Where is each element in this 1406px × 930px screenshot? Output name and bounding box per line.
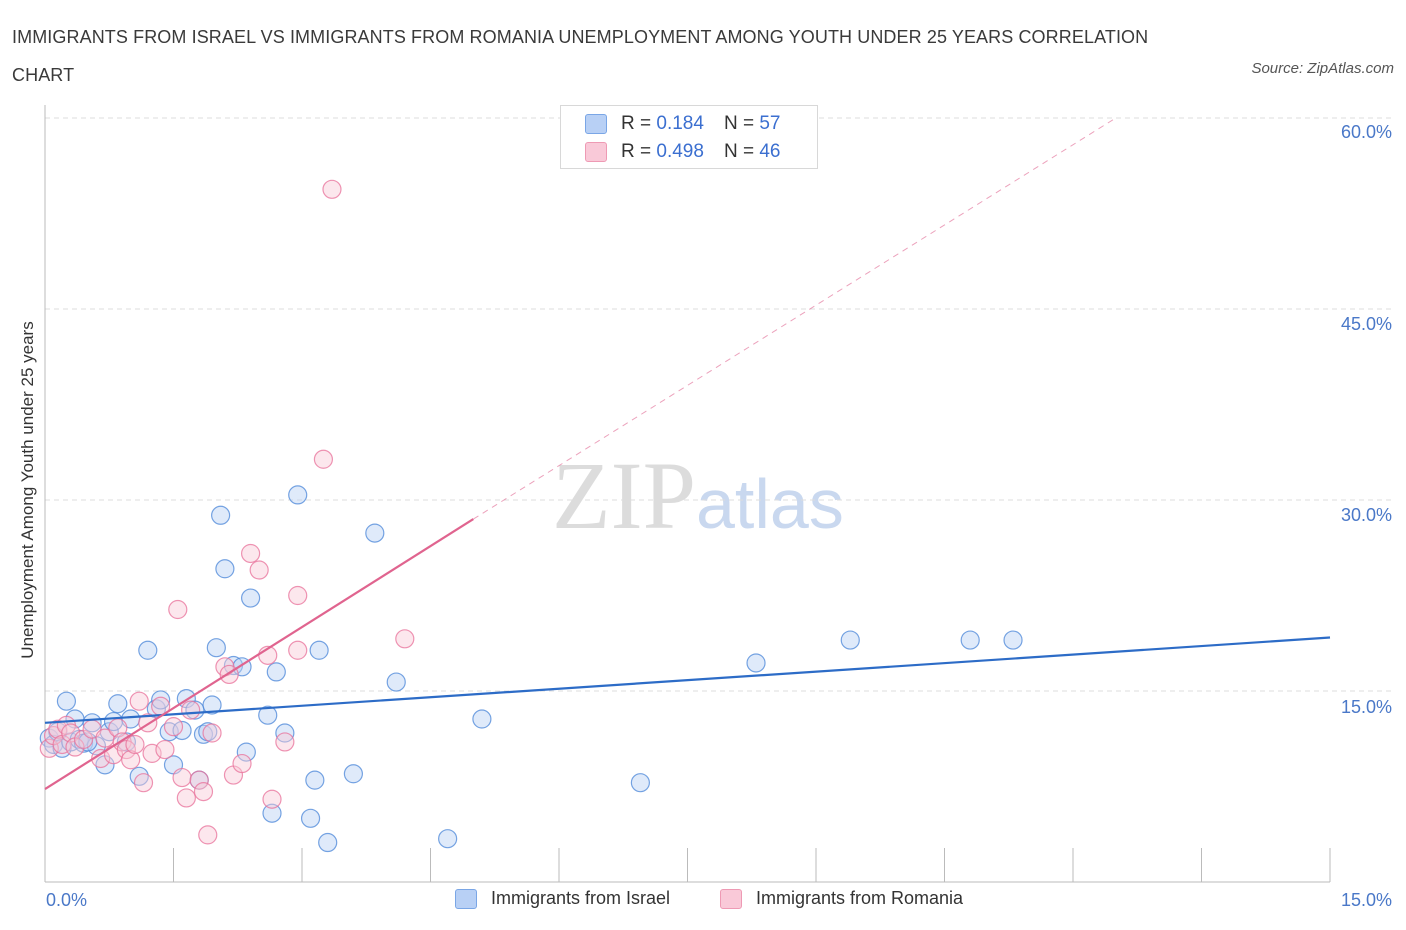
point-israel xyxy=(746,653,766,673)
bottom-legend-label-romania: Immigrants from Romania xyxy=(756,888,964,908)
point-romania xyxy=(129,691,149,711)
point-israel xyxy=(288,485,308,505)
point-romania xyxy=(288,585,308,606)
point-romania xyxy=(181,700,201,720)
legend-n-israel: 57 xyxy=(759,113,781,134)
point-romania xyxy=(262,789,282,809)
y-tick-label-45: 45.0% xyxy=(1340,314,1392,334)
point-romania xyxy=(275,732,295,752)
chart-title: IMMIGRANTS FROM ISRAEL VS IMMIGRANTS FRO… xyxy=(12,27,1149,85)
legend-r-israel: 0.184 xyxy=(656,113,704,134)
point-israel xyxy=(241,588,261,608)
bottom-legend-label-israel: Immigrants from Israel xyxy=(491,888,671,908)
trendline-romania-extension xyxy=(473,117,1117,520)
point-israel xyxy=(365,523,385,543)
y-axis-label: Unemployment Among Youth under 25 years xyxy=(18,321,37,659)
point-romania xyxy=(172,767,192,788)
point-israel xyxy=(438,829,458,849)
point-romania xyxy=(155,739,175,760)
trendline-israel xyxy=(44,636,1331,724)
legend-n-label-romania: N = xyxy=(723,141,755,162)
legend-r-label-israel: R = xyxy=(621,113,652,134)
point-israel xyxy=(262,803,282,823)
y-tick-label-60: 60.0% xyxy=(1340,122,1392,142)
point-romania xyxy=(395,629,415,649)
point-israel xyxy=(151,690,171,710)
point-romania xyxy=(168,599,188,620)
x-tick-label-min: 0.0% xyxy=(46,890,88,910)
point-israel xyxy=(343,764,363,784)
point-romania xyxy=(121,750,141,770)
point-romania xyxy=(142,743,162,763)
point-israel xyxy=(472,709,492,729)
legend-r-label-romania: R = xyxy=(621,141,652,162)
point-romania xyxy=(193,781,214,802)
bottom-legend-swatch-israel xyxy=(455,888,477,909)
point-romania xyxy=(288,640,308,660)
correlation-legend: R = 0.184 N = 57 R = 0.498 N = 46 xyxy=(560,105,818,169)
legend-swatch-romania xyxy=(585,142,607,162)
point-romania xyxy=(198,825,218,845)
point-israel xyxy=(630,773,650,793)
point-israel xyxy=(318,832,338,853)
point-romania xyxy=(176,788,196,808)
legend-row-israel: R = 0.184 N = 57 xyxy=(585,112,780,136)
legend-row-romania: R = 0.498 N = 46 xyxy=(585,140,780,164)
point-israel xyxy=(206,638,226,658)
point-israel xyxy=(266,662,286,682)
source-label: Source: ZipAtlas.com xyxy=(1251,60,1394,77)
point-israel xyxy=(305,770,325,790)
point-romania xyxy=(232,753,252,774)
point-israel xyxy=(211,505,231,525)
trendline-romania xyxy=(44,518,474,790)
point-romania xyxy=(163,717,184,737)
point-romania xyxy=(313,449,334,469)
point-israel xyxy=(309,640,329,660)
legend-n-label-israel: N = xyxy=(723,113,755,134)
point-israel xyxy=(386,672,406,692)
bottom-legend-romania: Immigrants from Romania xyxy=(720,888,963,909)
point-israel xyxy=(138,640,158,660)
point-israel xyxy=(258,705,278,725)
watermark-zip: ZIP xyxy=(552,442,696,549)
point-romania xyxy=(39,738,59,758)
legend-swatch-israel xyxy=(585,114,607,134)
point-israel xyxy=(300,808,321,828)
legend-r-romania: 0.498 xyxy=(656,141,704,162)
point-romania xyxy=(189,770,209,790)
point-romania xyxy=(241,543,261,564)
point-romania xyxy=(133,773,154,793)
point-israel xyxy=(202,695,222,715)
point-romania xyxy=(202,723,222,743)
point-israel xyxy=(840,630,860,650)
y-tick-label-15: 15.0% xyxy=(1340,697,1392,717)
legend-n-romania: 46 xyxy=(759,141,781,162)
bottom-legend-israel: Immigrants from Israel xyxy=(455,888,670,909)
bottom-legend-swatch-romania xyxy=(720,888,742,909)
point-romania xyxy=(322,179,342,199)
point-israel xyxy=(215,559,235,579)
y-tick-label-30: 30.0% xyxy=(1340,505,1392,525)
point-romania xyxy=(125,734,145,755)
point-israel xyxy=(108,694,128,714)
watermark: ZIPatlas xyxy=(552,440,844,551)
x-tick-label-max: 15.0% xyxy=(1340,890,1392,910)
point-israel xyxy=(56,691,77,711)
point-romania xyxy=(249,560,269,580)
point-israel xyxy=(236,742,256,762)
watermark-atlas: atlas xyxy=(696,465,844,543)
point-israel xyxy=(1003,630,1023,650)
point-israel xyxy=(960,630,980,650)
